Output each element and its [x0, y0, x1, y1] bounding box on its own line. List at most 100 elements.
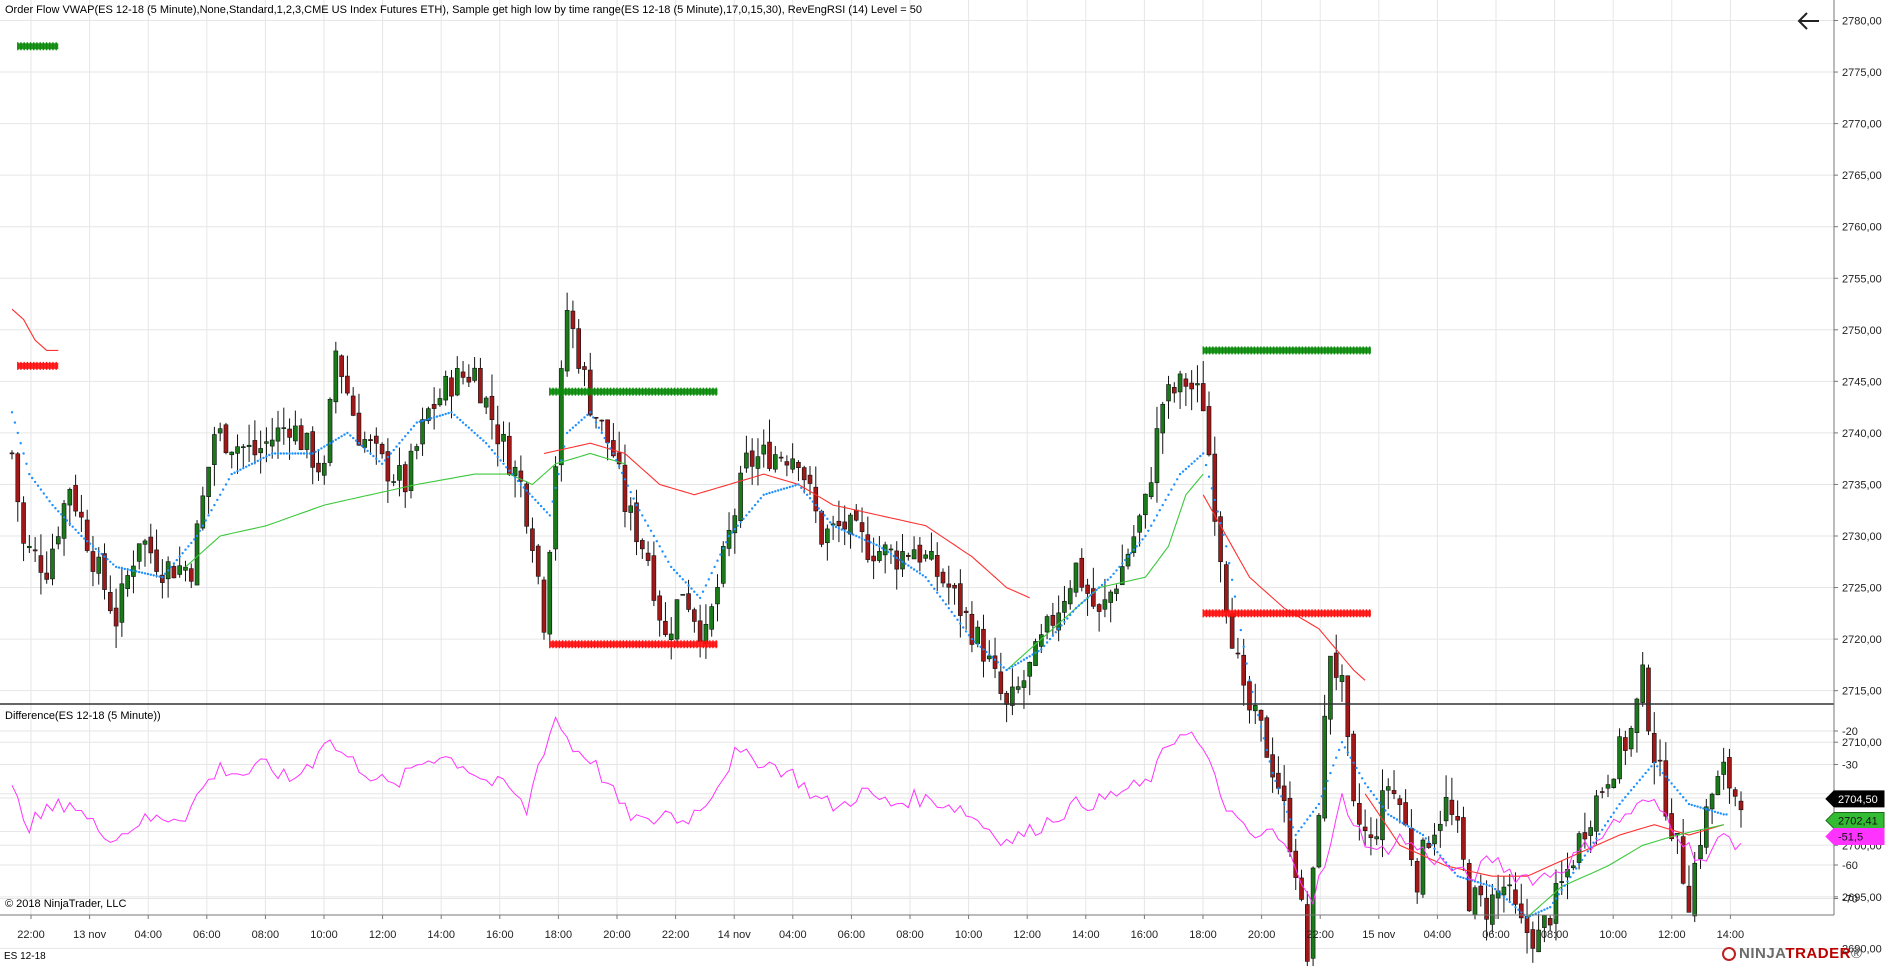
candle-body — [1721, 761, 1726, 775]
vwap-dot — [661, 550, 664, 553]
vwap-dot — [233, 471, 236, 474]
vwap-dot — [123, 567, 127, 571]
vwap-dot — [271, 452, 274, 455]
vwap-dot — [1491, 885, 1494, 888]
vwap-dot — [1115, 569, 1118, 572]
vwap-dot — [91, 545, 95, 548]
candle-body — [929, 551, 934, 560]
x-tick-label: 14:00 — [1072, 929, 1100, 941]
candle-body — [946, 583, 952, 588]
candle-body — [73, 485, 78, 512]
instrument-label: ES 12-18 — [4, 951, 46, 962]
vwap-dot — [843, 529, 846, 532]
vwap-dot — [1239, 628, 1243, 632]
vwap-dot — [187, 545, 190, 548]
vwap-dot — [947, 607, 950, 610]
vwap-dot — [1040, 648, 1043, 651]
vwap-dot — [1427, 840, 1430, 844]
candle-body — [761, 444, 767, 455]
candle-body — [339, 355, 344, 377]
vwap-dot — [36, 484, 40, 487]
vwap-dot — [406, 431, 410, 435]
candle-body — [894, 550, 900, 570]
candle-body — [628, 505, 634, 513]
candle-body — [1200, 383, 1206, 412]
vwap-dot — [1653, 761, 1656, 764]
vwap-dot — [950, 610, 953, 614]
vwap-dot — [45, 496, 48, 499]
vwap-dot — [100, 552, 103, 556]
candle-body — [241, 446, 246, 449]
candle-body — [1657, 759, 1663, 762]
difference-series — [11, 715, 1742, 906]
vwap-dot — [210, 509, 213, 512]
y-tick-label: 2715,00 — [1842, 686, 1882, 698]
vwap-dot — [456, 416, 459, 419]
vwap-dot — [895, 556, 898, 560]
vwap-dot — [198, 529, 202, 532]
y-tick-label: -20 — [1842, 726, 1858, 738]
vwap-dot — [1129, 552, 1133, 555]
vwap-dot — [609, 447, 612, 450]
vwap-dot — [1566, 880, 1569, 883]
candle-body — [397, 465, 402, 481]
candle-body — [963, 610, 969, 613]
candle-body — [350, 395, 356, 416]
vwap-dot — [126, 568, 129, 571]
vwap-dot — [1543, 908, 1546, 911]
vwap-dot — [51, 503, 54, 507]
candle-body — [148, 536, 154, 554]
vwap-dot — [1245, 662, 1248, 665]
vwap-dot — [823, 514, 826, 517]
vwap-dot — [499, 459, 502, 462]
vwap-dot — [1074, 607, 1078, 610]
candle-body — [183, 566, 188, 571]
vwap-dot — [603, 436, 606, 440]
vwap-dot — [1181, 470, 1185, 473]
vwap-dot — [941, 599, 945, 602]
candle-body — [1518, 903, 1524, 919]
vwap-dot — [800, 486, 803, 490]
candle-body — [680, 594, 686, 596]
vwap-dot — [1150, 524, 1153, 527]
vwap-dot — [1583, 854, 1587, 857]
vwap-dot — [68, 522, 72, 525]
vwap-dot — [982, 648, 985, 651]
candle-body — [906, 554, 911, 557]
red-average-line — [1202, 494, 1366, 681]
vwap-dot — [537, 501, 540, 505]
vwap-dot — [1187, 465, 1191, 468]
arrow-left-icon[interactable] — [1796, 10, 1822, 32]
candle-body — [1021, 680, 1027, 688]
candle-body — [1085, 584, 1090, 594]
vwap-dot — [557, 472, 560, 476]
vwap-dot — [447, 411, 450, 415]
candle-body — [1605, 784, 1611, 789]
vwap-dot — [461, 421, 465, 424]
candle-body — [483, 397, 489, 408]
vwap-dot — [450, 411, 453, 414]
vwap-dot — [762, 493, 765, 496]
vwap-dot — [1667, 778, 1670, 782]
vwap-dot — [1511, 903, 1514, 906]
y-tick-label: 2780,00 — [1842, 16, 1882, 28]
candle-body — [402, 464, 408, 493]
vwap-dot — [1592, 841, 1595, 844]
x-tick-label: 04:00 — [1424, 929, 1452, 941]
candle-body — [362, 439, 368, 448]
candle-body — [1420, 839, 1426, 895]
vwap-dot — [618, 465, 621, 468]
vwap-dot — [612, 452, 615, 455]
vwap-dot — [542, 508, 546, 511]
indicator-lines — [10, 308, 1728, 919]
candle-body — [1119, 566, 1125, 586]
candle-body — [420, 419, 425, 445]
vwap-dot — [1679, 792, 1682, 795]
vwap-dot — [1693, 804, 1696, 807]
vwap-dot — [1635, 782, 1639, 785]
vwap-dot — [921, 574, 924, 577]
vwap-dot — [751, 507, 754, 510]
candle-body — [489, 395, 495, 420]
